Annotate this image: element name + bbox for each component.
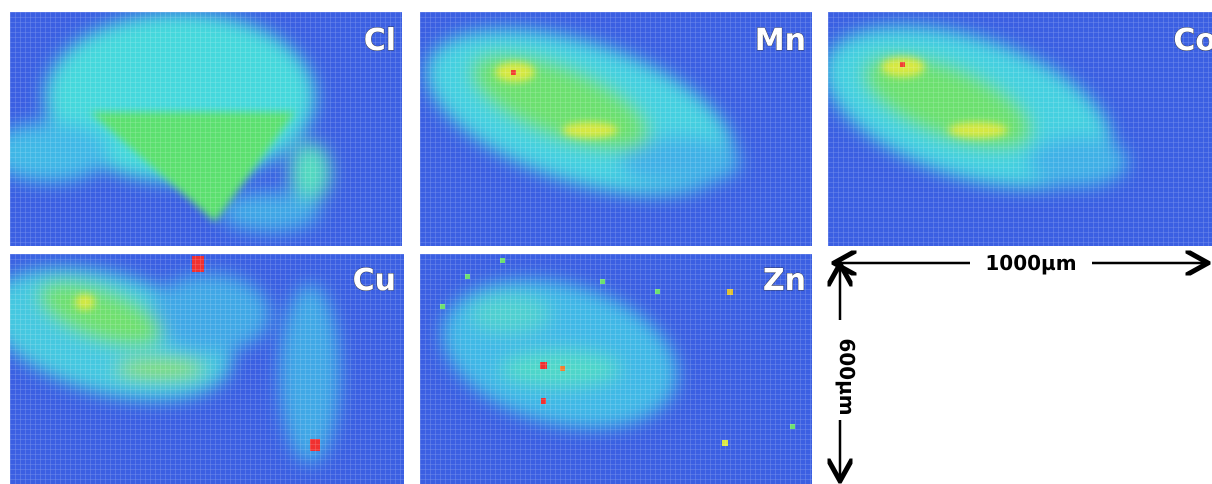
- map-zn: Zn: [420, 254, 812, 484]
- element-label: Co: [1173, 23, 1212, 58]
- element-label: Zn: [763, 263, 806, 298]
- figure: Cl Mn Co: [0, 0, 1212, 484]
- page: Cl Mn Co: [0, 0, 1212, 484]
- element-label: Cl: [364, 23, 396, 58]
- scale-label: 600µm: [835, 338, 859, 415]
- element-label: Mn: [755, 23, 806, 58]
- map-cu: Cu: [0, 244, 404, 484]
- scale-label: 1000µm: [985, 251, 1076, 275]
- map-cl: Cl: [0, 12, 402, 246]
- element-label: Cu: [353, 263, 396, 298]
- map-co: Co: [804, 0, 1212, 246]
- map-mn: Mn: [406, 0, 812, 246]
